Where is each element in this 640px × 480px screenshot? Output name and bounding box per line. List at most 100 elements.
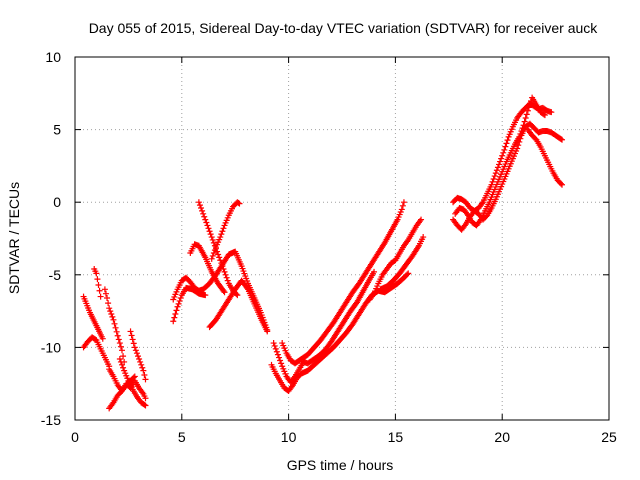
data-point-marker [270, 340, 277, 347]
data-point-marker [118, 347, 125, 354]
data-point-marker [217, 257, 224, 264]
data-point-marker [220, 265, 227, 272]
data-point-marker [196, 202, 203, 209]
data-point-marker [540, 111, 547, 118]
data-point-marker [120, 364, 127, 371]
data-point-marker [244, 285, 251, 292]
data-point-marker [116, 356, 123, 363]
data-point-marker [236, 200, 243, 207]
data-point-marker [93, 270, 100, 277]
data-point-marker [525, 104, 532, 111]
data-point-marker [204, 222, 211, 229]
plot-frame [74, 56, 610, 421]
x-tick-label: 10 [281, 429, 297, 445]
data-point-marker [127, 328, 134, 335]
data-point-marker [108, 311, 115, 318]
data-point-marker [202, 292, 209, 299]
data-point-marker [96, 287, 103, 294]
data-point-marker [176, 297, 183, 304]
y-tick-label: 10 [45, 49, 61, 65]
data-point-marker [209, 236, 216, 243]
data-point-marker [399, 202, 406, 209]
data-point-marker [129, 336, 136, 343]
data-point-marker [559, 181, 566, 188]
data-point-marker [208, 234, 215, 241]
data-point-marker [104, 295, 111, 302]
data-point-marker [524, 107, 531, 114]
data-point-marker [504, 137, 511, 144]
data-point-marker [548, 109, 555, 116]
data-point-marker [130, 340, 137, 347]
data-point-marker [105, 300, 112, 307]
data-point-marker [493, 167, 500, 174]
data-point-marker [405, 270, 412, 277]
data-point-marker [177, 295, 184, 302]
data-point-marker [222, 271, 229, 278]
data-point-marker [526, 101, 533, 108]
data-point-marker [137, 358, 144, 365]
data-point-marker [557, 136, 564, 143]
data-point-marker [275, 354, 282, 361]
data-point-marker [173, 307, 180, 314]
data-point-marker [102, 290, 109, 297]
data-point-marker [221, 289, 228, 296]
data-point-marker [142, 395, 149, 402]
data-point-marker [139, 364, 146, 371]
y-tick-label: 0 [53, 194, 61, 210]
x-tick-label: 15 [388, 429, 404, 445]
data-point-marker [521, 118, 528, 125]
data-point-marker [220, 287, 227, 294]
data-point-marker [418, 216, 425, 223]
data-point-marker [520, 122, 527, 129]
data-point-marker [117, 358, 124, 365]
data-point-marker [199, 207, 206, 214]
data-point-marker [210, 239, 217, 246]
data-point-marker [371, 268, 378, 275]
data-point-marker [503, 140, 510, 147]
data-point-marker [235, 199, 242, 206]
data-point-marker [210, 250, 217, 257]
data-point-marker [502, 143, 509, 150]
data-point-marker [141, 401, 148, 408]
y-axis-label: SDTVAR / TECUs [6, 182, 22, 294]
data-point-marker [141, 371, 148, 378]
data-point-marker [216, 254, 223, 261]
data-point-marker [517, 130, 524, 137]
data-point-marker [112, 324, 119, 331]
data-point-marker [171, 314, 178, 321]
data-point-marker [272, 345, 279, 352]
data-point-marker [201, 213, 208, 220]
data-point-marker [491, 173, 498, 180]
data-point-marker [489, 178, 496, 185]
data-point-marker [557, 180, 564, 187]
data-point-marker [106, 305, 113, 312]
data-point-marker [128, 332, 135, 339]
data-point-marker [278, 360, 285, 367]
data-point-marker [195, 199, 202, 206]
data-point-marker [398, 206, 405, 213]
data-point-marker [498, 155, 505, 162]
y-tick-label: -5 [49, 267, 62, 283]
chart-title: Day 055 of 2015, Sidereal Day-to-day VTE… [89, 20, 599, 36]
data-point-marker [264, 328, 271, 335]
data-point-marker [490, 175, 497, 182]
data-point-marker [523, 111, 530, 118]
data-point-marker [559, 136, 566, 143]
data-point-marker [117, 343, 124, 350]
data-point-marker [99, 335, 106, 342]
data-point-marker [170, 318, 177, 325]
data-point-marker [97, 293, 104, 300]
data-point-marker [500, 149, 507, 156]
data-point-marker [101, 286, 108, 293]
data-point-marker [130, 374, 137, 381]
data-point-marker [142, 376, 149, 383]
data-point-marker [492, 170, 499, 177]
data-point-marker [110, 316, 117, 323]
data-point-marker [271, 342, 278, 349]
data-point-marker [116, 340, 123, 347]
data-point-marker [501, 146, 508, 153]
data-point-marker [208, 255, 215, 262]
data-point-marker [114, 332, 121, 339]
data-point-marker [113, 328, 120, 335]
data-point-marker [200, 210, 207, 217]
